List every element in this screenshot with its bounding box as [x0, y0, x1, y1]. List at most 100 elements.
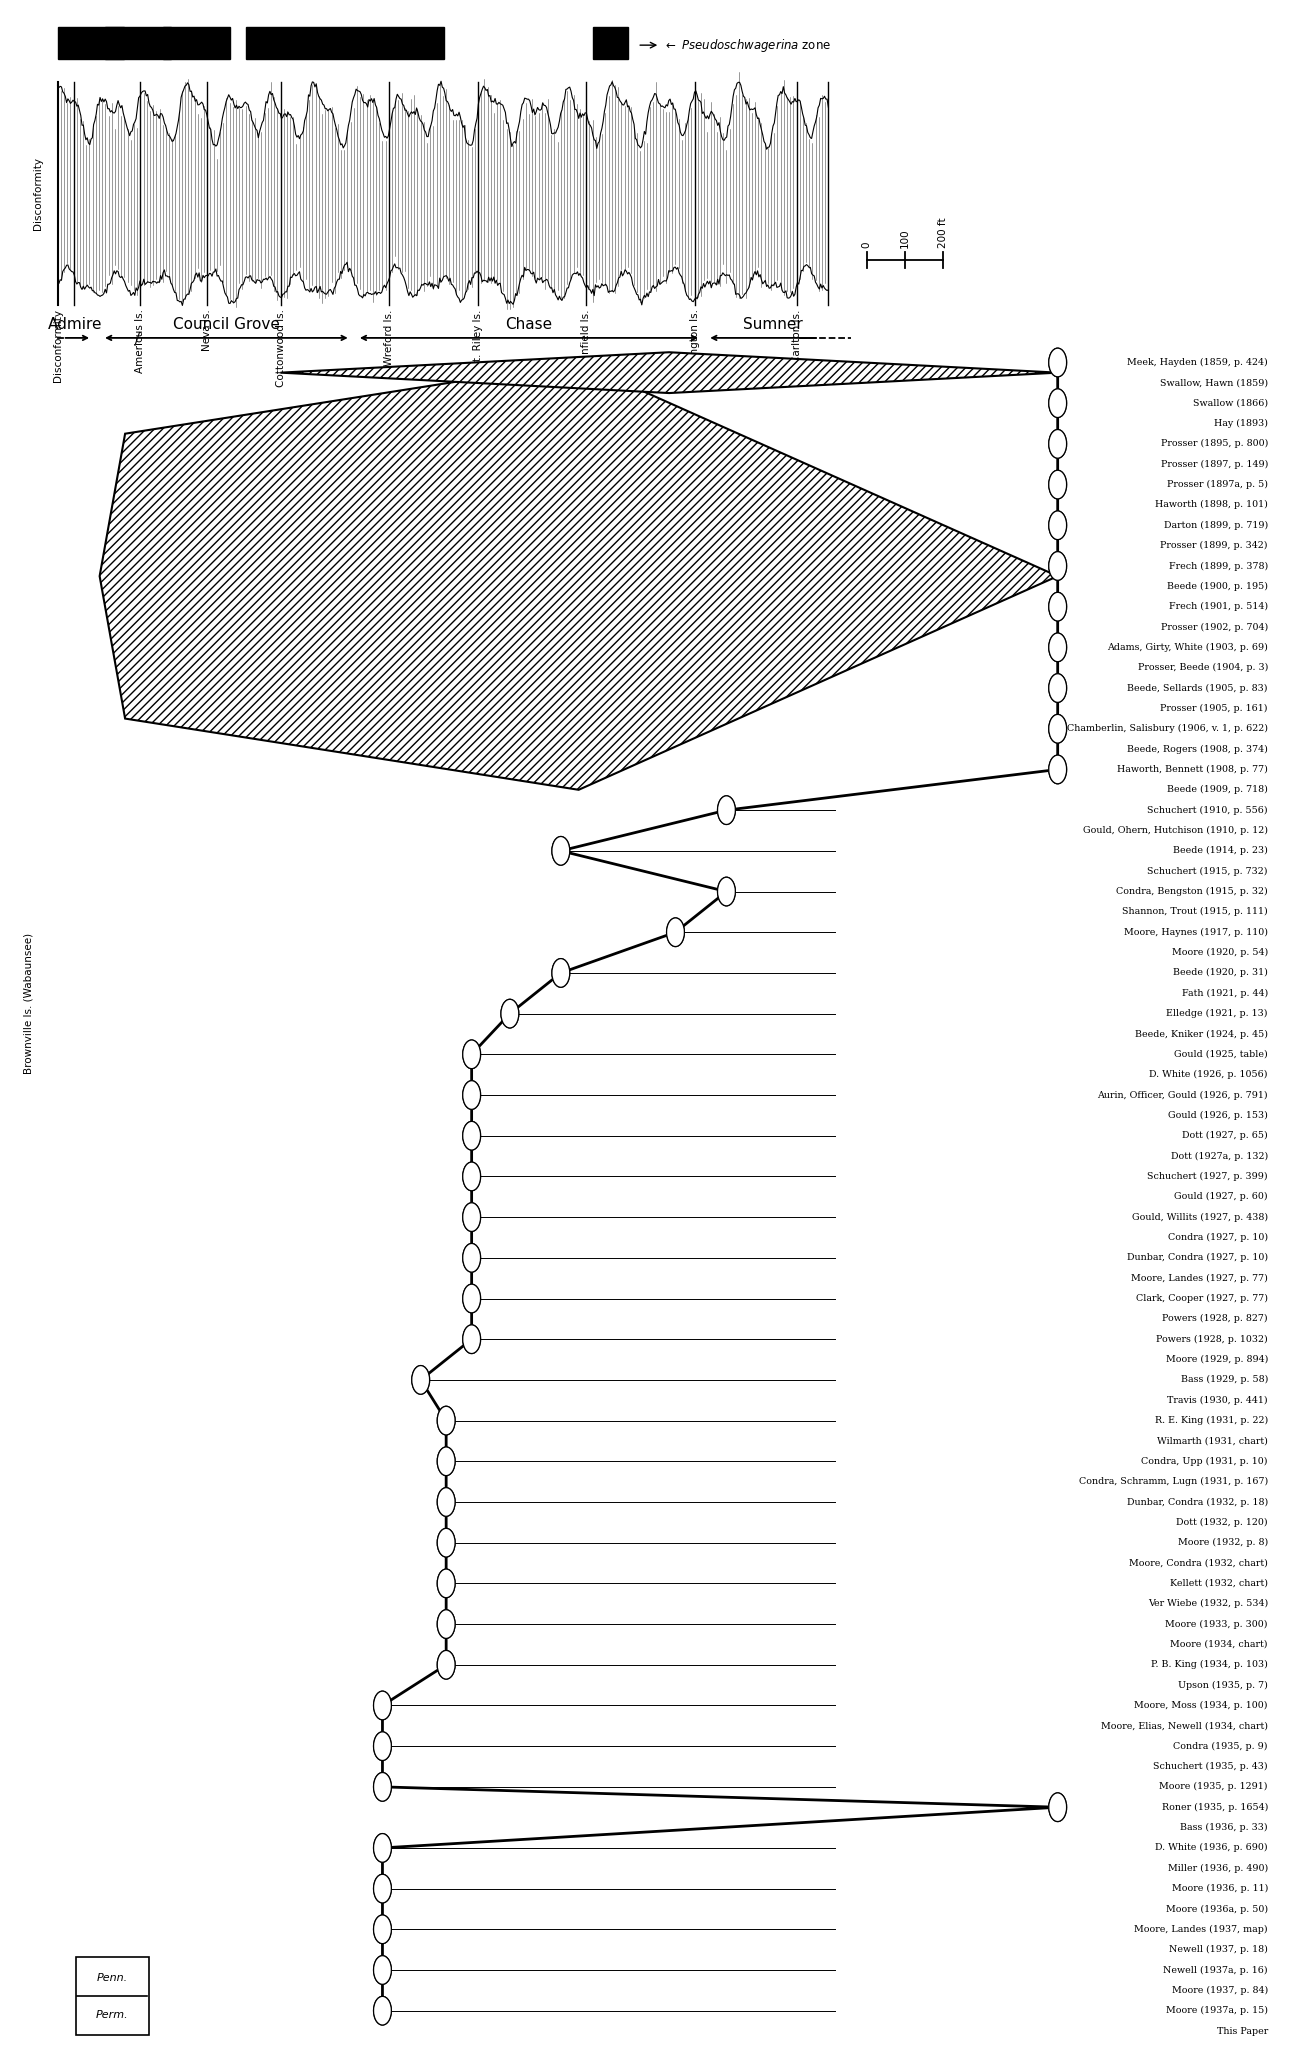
Text: Haworth, Bennett (1908, p. 77): Haworth, Bennett (1908, p. 77) — [1117, 765, 1268, 773]
Text: This Paper: This Paper — [1217, 2027, 1268, 2035]
Text: Moore, Elias, Newell (1934, chart): Moore, Elias, Newell (1934, chart) — [1101, 1721, 1268, 1731]
Circle shape — [1049, 1793, 1066, 1822]
Circle shape — [500, 999, 519, 1028]
Text: Wilmarth (1931, chart): Wilmarth (1931, chart) — [1157, 1437, 1268, 1446]
Circle shape — [437, 1570, 455, 1599]
Circle shape — [463, 1040, 481, 1069]
Text: Swallow (1866): Swallow (1866) — [1193, 399, 1268, 407]
Text: Penn.: Penn. — [96, 1973, 127, 1983]
Text: Prosser (1895, p. 800): Prosser (1895, p. 800) — [1161, 438, 1268, 449]
Text: Prosser (1897a, p. 5): Prosser (1897a, p. 5) — [1167, 480, 1268, 490]
Text: Bass (1936, p. 33): Bass (1936, p. 33) — [1180, 1824, 1268, 1832]
Circle shape — [463, 1040, 481, 1069]
Text: Wreford ls.: Wreford ls. — [384, 310, 394, 366]
Text: Gould, Ohern, Hutchison (1910, p. 12): Gould, Ohern, Hutchison (1910, p. 12) — [1083, 825, 1268, 835]
Text: Moore (1937a, p. 15): Moore (1937a, p. 15) — [1166, 2006, 1268, 2014]
Circle shape — [1049, 389, 1066, 418]
Circle shape — [437, 1650, 455, 1679]
Text: Schuchert (1927, p. 399): Schuchert (1927, p. 399) — [1148, 1173, 1268, 1181]
Circle shape — [373, 1996, 391, 2025]
Circle shape — [1049, 511, 1066, 540]
Text: Haworth (1898, p. 101): Haworth (1898, p. 101) — [1154, 500, 1268, 509]
Circle shape — [1049, 755, 1066, 784]
Circle shape — [437, 1528, 455, 1557]
Text: Kellett (1932, chart): Kellett (1932, chart) — [1170, 1578, 1268, 1588]
Text: Chase: Chase — [506, 316, 552, 331]
Text: P. B. King (1934, p. 103): P. B. King (1934, p. 103) — [1150, 1661, 1268, 1669]
Text: Powers (1928, p. 827): Powers (1928, p. 827) — [1162, 1315, 1268, 1324]
Text: Shannon, Trout (1915, p. 111): Shannon, Trout (1915, p. 111) — [1122, 908, 1268, 916]
Text: Beede (1914, p. 23): Beede (1914, p. 23) — [1173, 846, 1268, 856]
Text: Dunbar, Condra (1932, p. 18): Dunbar, Condra (1932, p. 18) — [1127, 1497, 1268, 1508]
Text: Moore (1920, p. 54): Moore (1920, p. 54) — [1171, 947, 1268, 957]
Circle shape — [373, 1956, 391, 1985]
Polygon shape — [100, 362, 1058, 790]
Text: Prosser (1902, p. 704): Prosser (1902, p. 704) — [1161, 622, 1268, 631]
Circle shape — [1049, 552, 1066, 581]
Text: Moore (1932, p. 8): Moore (1932, p. 8) — [1178, 1539, 1268, 1547]
Circle shape — [718, 796, 736, 825]
Text: Brownville ls. (Wabaunsee): Brownville ls. (Wabaunsee) — [23, 933, 34, 1073]
Text: Meek, Hayden (1859, p. 424): Meek, Hayden (1859, p. 424) — [1127, 358, 1268, 366]
Circle shape — [1049, 347, 1066, 376]
Circle shape — [373, 1834, 391, 1863]
Circle shape — [718, 796, 736, 825]
Text: Dunbar, Condra (1927, p. 10): Dunbar, Condra (1927, p. 10) — [1127, 1253, 1268, 1261]
Text: Dott (1932, p. 120): Dott (1932, p. 120) — [1176, 1518, 1268, 1526]
Text: 0: 0 — [862, 242, 871, 248]
Circle shape — [1049, 430, 1066, 459]
Text: Cottonwood ls.: Cottonwood ls. — [276, 310, 286, 387]
Circle shape — [412, 1365, 429, 1394]
Text: Neva ls.: Neva ls. — [202, 310, 212, 352]
Circle shape — [667, 918, 684, 947]
Circle shape — [373, 1996, 391, 2025]
Circle shape — [437, 1650, 455, 1679]
Circle shape — [1049, 591, 1066, 620]
Bar — [246, 27, 443, 60]
Circle shape — [667, 918, 684, 947]
Text: Beede, Rogers (1908, p. 374): Beede, Rogers (1908, p. 374) — [1127, 744, 1268, 753]
Text: Newell (1937a, p. 16): Newell (1937a, p. 16) — [1164, 1965, 1268, 1975]
Text: Dott (1927a, p. 132): Dott (1927a, p. 132) — [1170, 1152, 1268, 1160]
Text: Bass (1929, p. 58): Bass (1929, p. 58) — [1180, 1375, 1268, 1383]
Text: Moore (1936, p. 11): Moore (1936, p. 11) — [1171, 1884, 1268, 1892]
Circle shape — [373, 1874, 391, 1903]
Text: Permocarboniferous: Permocarboniferous — [160, 587, 285, 600]
Circle shape — [500, 999, 519, 1028]
Text: Fath (1921, p. 44): Fath (1921, p. 44) — [1182, 989, 1268, 999]
Circle shape — [1049, 511, 1066, 540]
Text: Swallow, Hawn (1859): Swallow, Hawn (1859) — [1160, 378, 1267, 387]
Circle shape — [463, 1204, 481, 1230]
Text: Moore (1936a, p. 50): Moore (1936a, p. 50) — [1166, 1905, 1268, 1913]
Circle shape — [437, 1448, 455, 1477]
Circle shape — [437, 1487, 455, 1516]
Circle shape — [1049, 713, 1066, 742]
Text: Condra, Upp (1931, p. 10): Condra, Upp (1931, p. 10) — [1141, 1456, 1268, 1466]
Text: D. White (1926, p. 1056): D. White (1926, p. 1056) — [1149, 1069, 1268, 1079]
Text: Moore, Landes (1927, p. 77): Moore, Landes (1927, p. 77) — [1131, 1274, 1268, 1282]
Text: Darton (1899, p. 719): Darton (1899, p. 719) — [1164, 521, 1268, 529]
Circle shape — [373, 1956, 391, 1985]
Text: Schuchert (1915, p. 732): Schuchert (1915, p. 732) — [1148, 866, 1268, 875]
Text: Prosser (1899, p. 342): Prosser (1899, p. 342) — [1161, 542, 1268, 550]
Text: Gould (1927, p. 60): Gould (1927, p. 60) — [1174, 1191, 1268, 1202]
Circle shape — [1049, 469, 1066, 498]
Circle shape — [437, 1487, 455, 1516]
Text: Council Grove: Council Grove — [173, 316, 280, 331]
Text: Perm.: Perm. — [96, 2010, 129, 2020]
Circle shape — [1049, 591, 1066, 620]
Circle shape — [373, 1772, 391, 1801]
Text: Prosser, Beede (1904, p. 3): Prosser, Beede (1904, p. 3) — [1138, 664, 1268, 672]
Circle shape — [373, 1915, 391, 1944]
Circle shape — [1049, 1793, 1066, 1822]
Text: Moore, Haynes (1917, p. 110): Moore, Haynes (1917, p. 110) — [1124, 929, 1268, 937]
Circle shape — [463, 1162, 481, 1191]
Circle shape — [373, 1731, 391, 1760]
Circle shape — [437, 1609, 455, 1638]
Circle shape — [1049, 633, 1066, 662]
Circle shape — [373, 1692, 391, 1721]
Circle shape — [1049, 430, 1066, 459]
Text: Carlton ls.: Carlton ls. — [792, 310, 802, 362]
Text: Adams, Girty, White (1903, p. 69): Adams, Girty, White (1903, p. 69) — [1108, 643, 1268, 651]
Circle shape — [463, 1284, 481, 1313]
